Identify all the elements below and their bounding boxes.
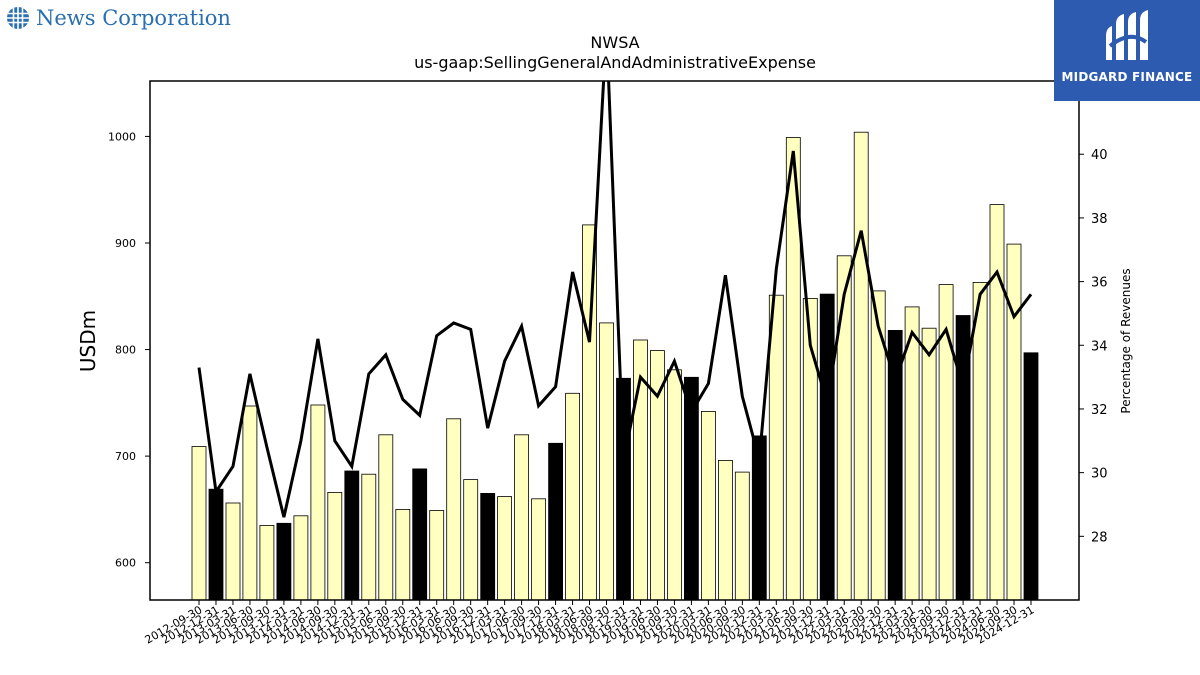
bar xyxy=(395,508,411,601)
y-tick-label: 600 xyxy=(115,557,136,570)
bar xyxy=(734,471,750,601)
bar xyxy=(768,294,784,601)
bar xyxy=(276,522,292,601)
bar xyxy=(310,404,326,601)
bar xyxy=(718,459,733,601)
bar xyxy=(548,442,563,601)
bar xyxy=(1006,243,1022,601)
midgard-logo-icon xyxy=(1106,10,1148,60)
bar xyxy=(225,502,241,601)
bar xyxy=(565,392,580,601)
bar xyxy=(463,479,479,601)
bar xyxy=(446,418,462,601)
company-name: News Corporation xyxy=(36,6,231,30)
bar xyxy=(701,410,716,601)
line-series xyxy=(197,81,1033,518)
y-axis-left: 600 700 800 900 1000 xyxy=(108,130,150,570)
bar xyxy=(904,306,920,601)
bar xyxy=(327,491,343,601)
bar xyxy=(531,498,546,601)
chart-subtitle: us-gaap:SellingGeneralAndAdministrativeE… xyxy=(414,53,816,72)
bar xyxy=(1023,352,1039,601)
bar xyxy=(208,488,224,601)
bar xyxy=(429,510,445,601)
bar xyxy=(582,224,597,601)
y2-tick-label: 32 xyxy=(1091,403,1108,418)
bar xyxy=(819,293,835,601)
bar xyxy=(242,405,258,601)
y-axis-right: 28 30 32 34 36 38 40 xyxy=(1079,148,1108,545)
y-tick-label: 1000 xyxy=(108,130,136,143)
y2-tick-label: 34 xyxy=(1091,339,1108,354)
bar xyxy=(412,468,428,601)
y2-tick-label: 28 xyxy=(1091,530,1108,545)
bar xyxy=(514,434,529,601)
bar xyxy=(599,322,614,601)
brand-logo-box: MIDGARD FINANCE xyxy=(1054,0,1200,101)
bar xyxy=(751,435,767,601)
y2-tick-label: 38 xyxy=(1091,212,1108,227)
bar xyxy=(972,281,988,601)
bar-series xyxy=(191,131,1039,601)
y2-tick-label: 40 xyxy=(1091,148,1108,163)
plot-frame xyxy=(149,80,1080,601)
chart-title: NWSA xyxy=(590,33,639,52)
y-tick-label: 800 xyxy=(115,344,136,357)
bar xyxy=(361,473,377,601)
bar xyxy=(480,492,496,601)
bar xyxy=(293,515,309,601)
y2-tick-label: 36 xyxy=(1091,276,1108,291)
brand-name: MIDGARD FINANCE xyxy=(1061,70,1193,84)
company-header: News Corporation xyxy=(6,6,231,30)
y-tick-label: 700 xyxy=(115,450,136,463)
bar xyxy=(836,255,852,601)
bar xyxy=(191,446,207,601)
y2-axis-label: Percentage of Revenues xyxy=(1119,268,1133,413)
bar xyxy=(616,377,631,601)
y-axis-label: USDm xyxy=(76,310,100,372)
bar xyxy=(853,131,869,601)
globe-icon xyxy=(7,7,29,29)
bar xyxy=(497,496,513,601)
bar xyxy=(259,525,275,601)
y-tick-label: 900 xyxy=(115,237,136,250)
bar xyxy=(667,369,682,601)
bar xyxy=(989,204,1005,601)
y2-tick-label: 30 xyxy=(1091,467,1108,482)
bar xyxy=(378,434,394,601)
x-axis: 2012-09-302012-12-312013-03-312013-06-30… xyxy=(143,600,1037,647)
bar xyxy=(344,470,360,601)
bar xyxy=(921,327,937,601)
percentage-line xyxy=(197,81,1033,518)
